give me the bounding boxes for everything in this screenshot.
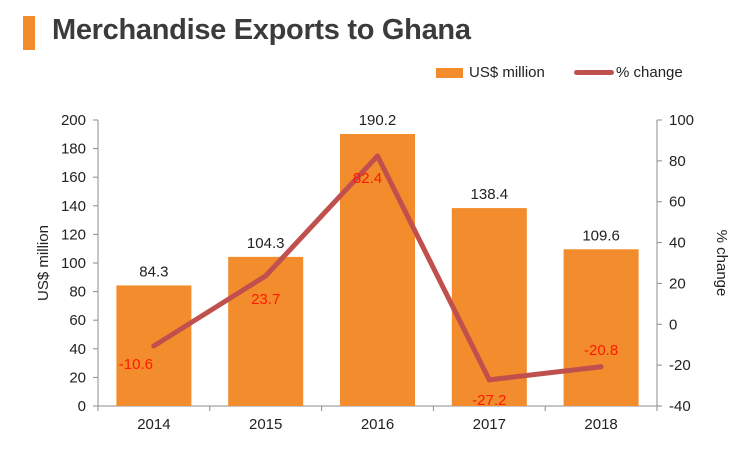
change-value-label: 82.4 [353, 170, 382, 187]
bar-value-label: 109.6 [582, 227, 620, 244]
y-tick-label: 80 [69, 284, 86, 301]
y-tick-label: 160 [61, 169, 86, 186]
change-point [151, 343, 157, 349]
y-tick-label: 20 [69, 369, 86, 386]
y-axis-title: US$ million [35, 225, 52, 301]
bar-2015 [228, 256, 304, 406]
x-tick-label: 2017 [473, 416, 506, 433]
bar-2017 [451, 208, 527, 406]
x-tick-label: 2016 [361, 416, 394, 433]
legend-item-bars: US$ million [436, 64, 545, 81]
y-tick-label: 60 [69, 312, 86, 329]
y2-tick-label: 60 [669, 194, 686, 211]
bar-value-label: 190.2 [359, 112, 397, 129]
chart-title: Merchandise Exports to Ghana [52, 14, 471, 46]
y2-tick-label: -20 [669, 357, 691, 374]
y-tick-label: 180 [61, 141, 86, 158]
change-point [598, 364, 604, 370]
x-tick-label: 2014 [137, 416, 170, 433]
change-value-label: -10.6 [119, 356, 153, 373]
y2-tick-label: 40 [669, 235, 686, 252]
change-value-label: 23.7 [251, 291, 280, 308]
y2-tick-label: 0 [669, 316, 677, 333]
change-point [263, 273, 269, 279]
change-value-label: -20.8 [584, 342, 618, 359]
x-tick-label: 2015 [249, 416, 282, 433]
y-tick-label: 120 [61, 226, 86, 243]
y-tick-label: 200 [61, 112, 86, 129]
y-tick-label: 40 [69, 341, 86, 358]
bar-value-label: 84.3 [139, 263, 168, 280]
change-point [375, 153, 380, 159]
bar-2018 [563, 249, 639, 406]
y2-tick-label: 20 [669, 275, 686, 292]
legend-swatch-bar [436, 67, 463, 78]
y-tick-label: 100 [61, 255, 86, 272]
title-accent-bar [23, 16, 35, 50]
legend-label-line: % change [616, 64, 683, 81]
legend-item-line: % change [574, 64, 683, 81]
y2-tick-label: 80 [669, 153, 686, 170]
y2-tick-label: 100 [669, 112, 694, 129]
change-point [486, 377, 492, 383]
y-tick-label: 140 [61, 198, 86, 215]
y2-axis-title: % change [713, 230, 730, 297]
change-value-label: -27.2 [472, 392, 506, 409]
y-tick-label: 0 [78, 398, 86, 415]
y2-tick-label: -40 [669, 398, 691, 415]
legend-label-bars: US$ million [469, 64, 545, 81]
bar-value-label: 138.4 [471, 186, 509, 203]
x-tick-label: 2018 [584, 416, 617, 433]
bar-value-label: 104.3 [247, 235, 285, 252]
legend-swatch-line [574, 70, 614, 75]
